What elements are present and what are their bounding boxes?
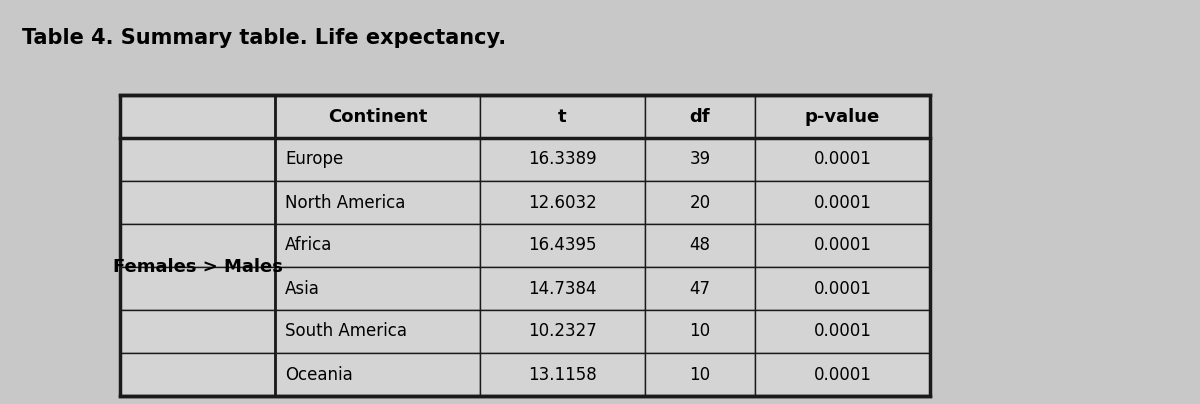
Text: 16.4395: 16.4395 <box>528 236 596 255</box>
Bar <box>755 267 930 310</box>
Text: 10.2327: 10.2327 <box>528 322 596 341</box>
Bar <box>646 267 755 310</box>
Text: 13.1158: 13.1158 <box>528 366 596 383</box>
Bar <box>646 353 755 396</box>
Text: 10: 10 <box>690 366 710 383</box>
Text: p-value: p-value <box>805 107 880 126</box>
Text: 0.0001: 0.0001 <box>814 366 871 383</box>
Text: Continent: Continent <box>328 107 427 126</box>
Text: Asia: Asia <box>286 280 320 297</box>
Bar <box>755 95 930 138</box>
Bar <box>275 353 480 396</box>
Text: 0.0001: 0.0001 <box>814 280 871 297</box>
Text: 0.0001: 0.0001 <box>814 151 871 168</box>
Bar <box>480 138 646 181</box>
Bar <box>646 224 755 267</box>
Bar <box>120 181 275 224</box>
Bar <box>646 138 755 181</box>
Text: Oceania: Oceania <box>286 366 353 383</box>
Bar <box>480 224 646 267</box>
Bar <box>275 267 480 310</box>
Bar <box>120 267 275 310</box>
Bar <box>120 353 275 396</box>
Bar <box>120 224 275 267</box>
Text: df: df <box>690 107 710 126</box>
Bar <box>275 224 480 267</box>
Text: 0.0001: 0.0001 <box>814 322 871 341</box>
Text: 12.6032: 12.6032 <box>528 194 596 212</box>
Text: 0.0001: 0.0001 <box>814 236 871 255</box>
Bar <box>755 224 930 267</box>
Bar <box>120 95 275 138</box>
Bar <box>275 138 480 181</box>
Bar <box>646 95 755 138</box>
Text: Africa: Africa <box>286 236 332 255</box>
Text: 10: 10 <box>690 322 710 341</box>
Bar <box>120 138 275 181</box>
Bar <box>755 353 930 396</box>
Bar <box>480 95 646 138</box>
Bar <box>275 95 480 138</box>
Text: Females > Males: Females > Males <box>113 258 282 276</box>
Text: Table 4. Summary table. Life expectancy.: Table 4. Summary table. Life expectancy. <box>22 28 506 48</box>
Bar <box>480 181 646 224</box>
Text: South America: South America <box>286 322 407 341</box>
Text: Europe: Europe <box>286 151 343 168</box>
Bar <box>755 310 930 353</box>
Bar <box>755 181 930 224</box>
Text: 47: 47 <box>690 280 710 297</box>
Text: 48: 48 <box>690 236 710 255</box>
Bar <box>646 310 755 353</box>
Bar <box>120 310 275 353</box>
Bar <box>755 138 930 181</box>
Text: 14.7384: 14.7384 <box>528 280 596 297</box>
Bar <box>646 181 755 224</box>
Bar <box>480 353 646 396</box>
Bar <box>480 310 646 353</box>
Bar <box>275 310 480 353</box>
Text: 39: 39 <box>690 151 710 168</box>
Bar <box>480 267 646 310</box>
Bar <box>120 95 930 396</box>
Text: 16.3389: 16.3389 <box>528 151 596 168</box>
Text: 20: 20 <box>690 194 710 212</box>
Text: t: t <box>558 107 566 126</box>
Text: 0.0001: 0.0001 <box>814 194 871 212</box>
Bar <box>275 181 480 224</box>
Text: North America: North America <box>286 194 406 212</box>
